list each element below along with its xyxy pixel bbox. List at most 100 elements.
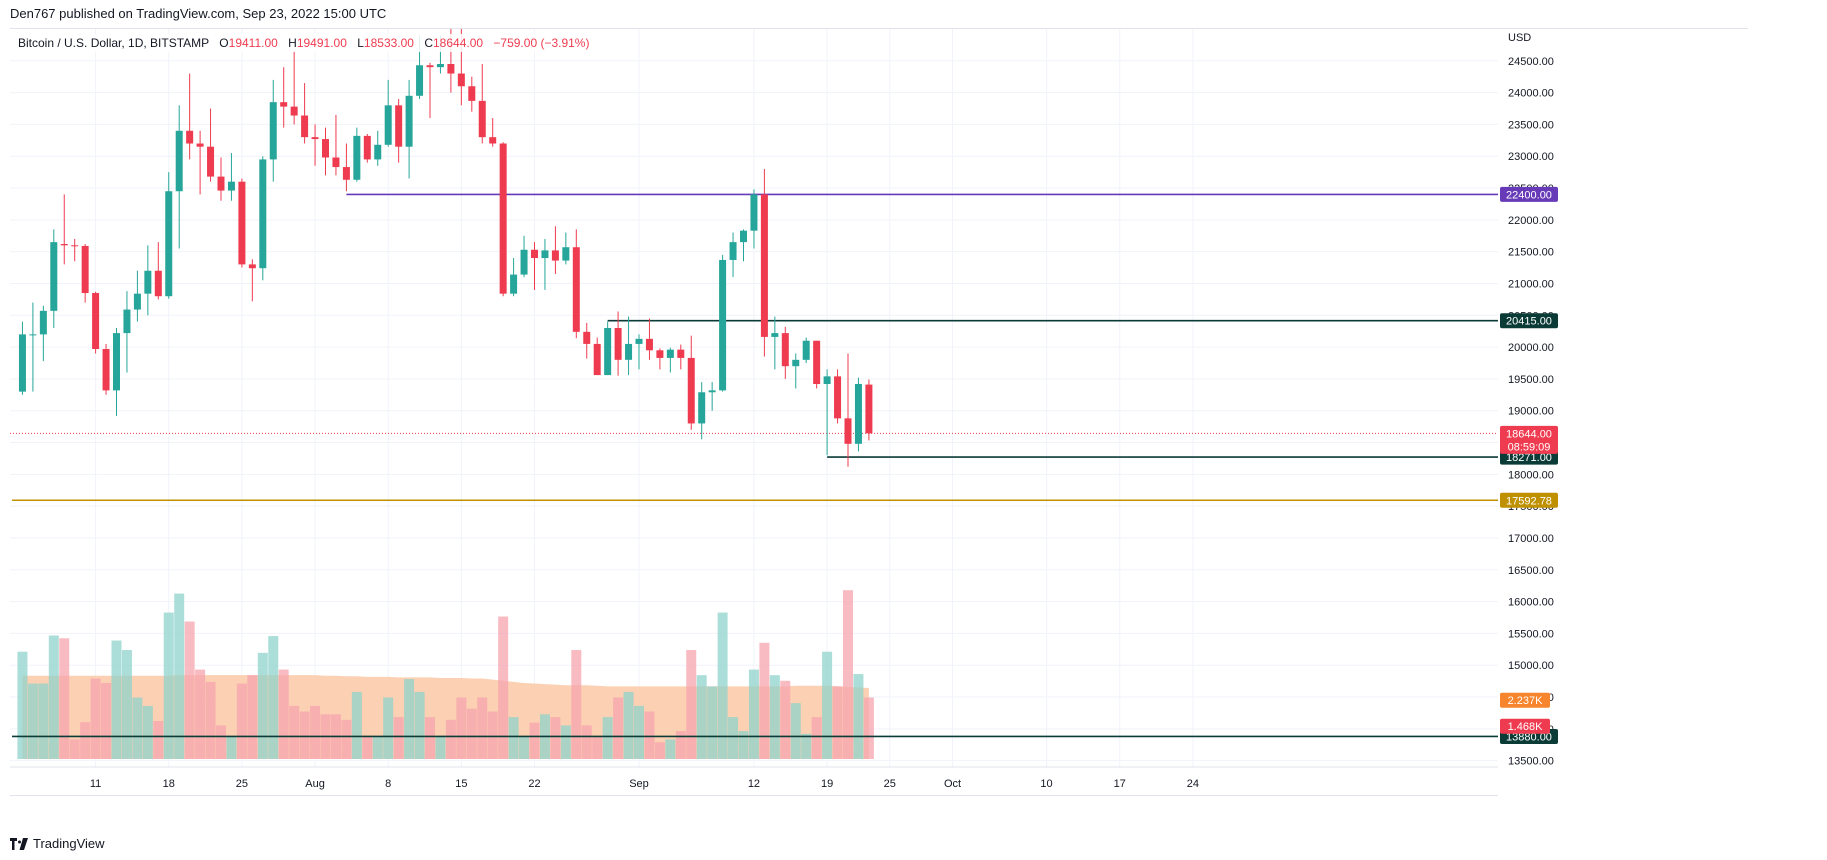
volume-bar bbox=[435, 736, 446, 759]
volume-bar bbox=[216, 725, 226, 759]
candle bbox=[499, 142, 507, 297]
volume-bar bbox=[529, 722, 540, 759]
candle-body bbox=[416, 65, 424, 96]
candle bbox=[844, 353, 852, 467]
candle-body bbox=[196, 143, 204, 147]
volume-bar bbox=[69, 739, 80, 759]
volume-bar bbox=[790, 703, 801, 759]
candle-body bbox=[60, 244, 68, 246]
volume-bar bbox=[48, 635, 59, 759]
candle-body bbox=[583, 331, 591, 344]
candle-body bbox=[781, 333, 789, 367]
volume-badge-bg bbox=[1500, 718, 1550, 734]
candle-body bbox=[144, 270, 152, 294]
volume-bar bbox=[592, 736, 603, 759]
candle-body bbox=[248, 264, 256, 269]
candle bbox=[175, 105, 183, 249]
candle-body bbox=[113, 333, 120, 391]
volume-bar bbox=[728, 717, 739, 759]
candle-body bbox=[740, 230, 747, 243]
candle bbox=[18, 321, 26, 395]
candle-body bbox=[207, 146, 215, 177]
low-label: L bbox=[357, 36, 364, 50]
volume-bar bbox=[550, 717, 561, 759]
candle bbox=[259, 156, 267, 281]
price-tick-label: 20000.00 bbox=[1508, 342, 1554, 354]
volume-badge-bg bbox=[1500, 692, 1550, 708]
volume-bar bbox=[184, 621, 195, 759]
volume-bar bbox=[581, 725, 592, 759]
candle bbox=[374, 130, 382, 166]
candle bbox=[614, 311, 622, 376]
candle bbox=[551, 226, 559, 274]
candle-body bbox=[342, 167, 350, 180]
price-chart[interactable]: USD24500.0024000.0023500.0023000.0022500… bbox=[10, 29, 1748, 797]
open-value: 19411.00 bbox=[228, 36, 278, 50]
candles bbox=[18, 29, 873, 467]
volume-bar bbox=[362, 736, 373, 759]
volume-bar bbox=[843, 590, 853, 759]
candle-body bbox=[395, 105, 403, 147]
volume-bars bbox=[17, 590, 874, 759]
time-tick-label: 18 bbox=[163, 778, 175, 790]
volume-bar bbox=[236, 683, 247, 759]
candle-body bbox=[834, 376, 842, 419]
level-badge: 17592.78 bbox=[1500, 492, 1558, 508]
candle-body bbox=[854, 384, 862, 444]
volume-bar bbox=[289, 705, 300, 759]
time-tick-label: 19 bbox=[821, 778, 833, 790]
candle-body bbox=[18, 334, 26, 392]
candle-body bbox=[729, 242, 737, 260]
volume-bar bbox=[665, 739, 676, 759]
candle bbox=[269, 79, 277, 182]
chart-area[interactable]: USD24500.0024000.0023500.0023000.0022500… bbox=[10, 28, 1748, 797]
time-tick-label: 12 bbox=[748, 778, 760, 790]
candle-body bbox=[687, 357, 695, 424]
price-tick-label: 23500.00 bbox=[1508, 119, 1554, 131]
candle bbox=[520, 235, 528, 278]
candle-body bbox=[677, 349, 685, 358]
candle bbox=[102, 343, 110, 395]
price-tick-label: 23000.00 bbox=[1508, 151, 1554, 163]
volume-bar bbox=[832, 686, 843, 759]
volume-bar bbox=[644, 711, 655, 759]
candle bbox=[583, 322, 591, 359]
candle bbox=[60, 194, 68, 265]
candle-body bbox=[708, 390, 716, 393]
candle-body bbox=[572, 247, 580, 332]
candle-body bbox=[133, 293, 141, 310]
candle bbox=[39, 305, 47, 362]
candle bbox=[290, 51, 298, 125]
volume-bar bbox=[205, 681, 216, 759]
candle-body bbox=[353, 135, 361, 180]
volume-bar bbox=[351, 691, 362, 759]
time-tick-label: 11 bbox=[90, 778, 101, 790]
volume-bar bbox=[27, 683, 38, 759]
candle bbox=[687, 335, 695, 430]
close-value: 18644.00 bbox=[433, 36, 484, 50]
candle-body bbox=[823, 376, 831, 385]
candle-body bbox=[499, 143, 507, 294]
candle bbox=[154, 242, 162, 300]
candle-body bbox=[489, 137, 497, 144]
level-badge-bg bbox=[1500, 313, 1558, 329]
candle-body bbox=[614, 328, 622, 360]
volume-bar bbox=[174, 593, 185, 759]
candle-body bbox=[259, 159, 267, 269]
volume-bar bbox=[696, 675, 707, 759]
candle bbox=[531, 242, 538, 290]
symbol-name[interactable]: Bitcoin / U.S. Dollar, 1D, BITSTAMP bbox=[18, 36, 209, 50]
volume-bar bbox=[560, 725, 571, 759]
candle-body bbox=[311, 137, 319, 140]
candle-body bbox=[71, 245, 79, 247]
level-badge: 22400.00 bbox=[1500, 186, 1558, 202]
volume-bar bbox=[299, 711, 310, 759]
candle bbox=[384, 79, 392, 147]
candle-body bbox=[154, 270, 162, 297]
level-badge-bg bbox=[1500, 492, 1558, 508]
candle bbox=[144, 245, 152, 316]
volume-bar bbox=[195, 669, 206, 759]
candle bbox=[50, 229, 58, 329]
candle bbox=[823, 369, 831, 456]
candle-body bbox=[301, 115, 309, 138]
